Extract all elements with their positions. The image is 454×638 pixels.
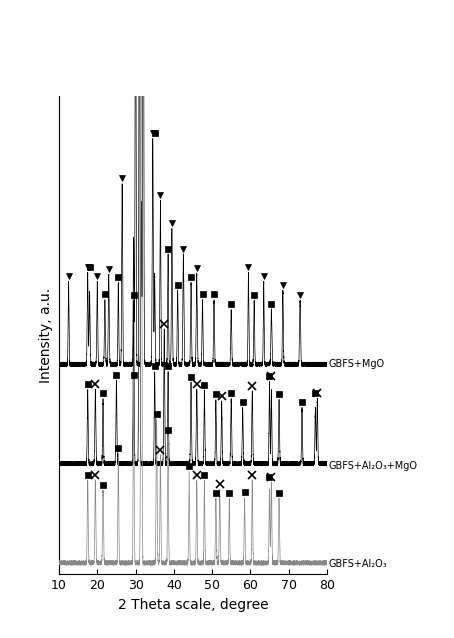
Legend: Melilite, Spinel, Merwinite: Melilite, Spinel, Merwinite xyxy=(337,0,422,3)
Text: GBFS+Al₂O₃: GBFS+Al₂O₃ xyxy=(329,559,388,568)
X-axis label: 2 Theta scale, degree: 2 Theta scale, degree xyxy=(118,598,268,612)
Text: GBFS+Al₂O₃+MgO: GBFS+Al₂O₃+MgO xyxy=(329,461,418,471)
Text: GBFS+MgO: GBFS+MgO xyxy=(329,359,385,369)
Y-axis label: Intensity, a.u.: Intensity, a.u. xyxy=(39,287,54,383)
